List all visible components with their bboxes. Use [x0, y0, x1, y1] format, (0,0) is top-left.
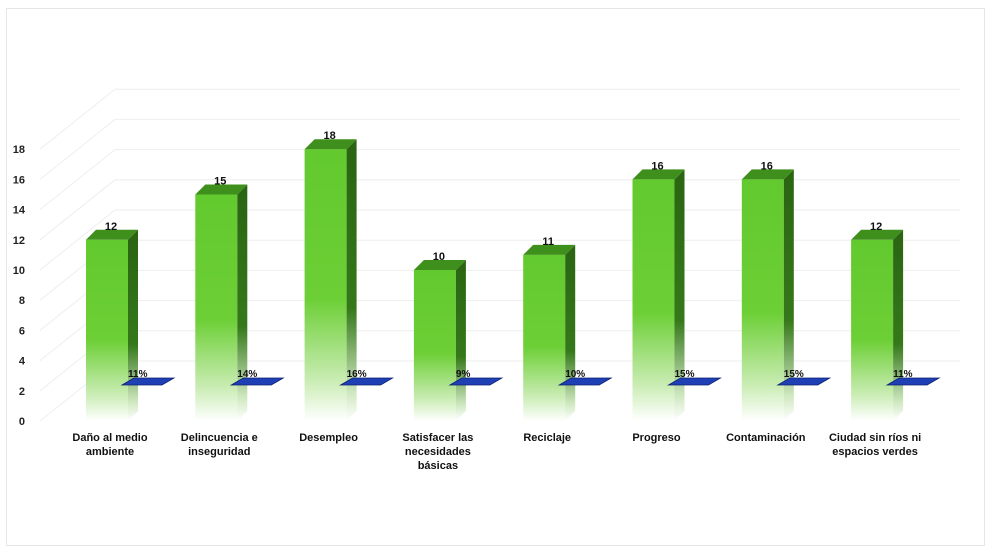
bar-group: 18 16%: [304, 130, 395, 421]
gridline: [39, 118, 960, 180]
bars: 12 11% 15 14% 18 16% 10 9% 11 10% 16 15% 16 15% 12 11%: [86, 130, 941, 421]
bar-group: 12 11%: [851, 221, 941, 421]
percent-label: 16%: [347, 369, 367, 380]
percent-bar: [885, 377, 941, 386]
bar-side: [674, 169, 685, 421]
gridlines: [39, 88, 960, 422]
bar-side: [783, 169, 794, 421]
category-label-line: necesidades: [405, 446, 471, 458]
category-label: Ciudad sin ríos ni espacios verdes: [829, 432, 921, 458]
y-tick-label: 4: [19, 356, 26, 368]
category-label-line: Satisfacer las: [402, 432, 473, 444]
bar-value-label: 15: [214, 176, 226, 188]
category-label: Reciclaje: [523, 432, 571, 444]
percent-bar: [776, 377, 832, 386]
category-label: Desempleo: [299, 432, 358, 444]
bar: [851, 239, 894, 421]
bar-top: [86, 229, 138, 240]
bar-group: 10 9%: [413, 251, 504, 421]
category-label: Progreso: [632, 432, 681, 444]
percent-bar: [667, 377, 722, 386]
bar-group: 15 14%: [195, 176, 285, 421]
category-label-line: Delincuencia e: [181, 432, 258, 444]
y-tick-label: 18: [13, 144, 25, 156]
percent-label: 15%: [675, 369, 695, 380]
percent-bar: [229, 377, 285, 386]
bar-top: [741, 169, 794, 180]
category-label-line: inseguridad: [188, 446, 250, 458]
category-label-line: ambiente: [86, 446, 134, 458]
category-label-line: Ciudad sin ríos ni: [829, 432, 921, 444]
category-label-line: espacios verdes: [832, 446, 918, 458]
category-label-line: Desempleo: [299, 432, 358, 444]
category-label-line: Reciclaje: [523, 432, 571, 444]
bar-top: [195, 184, 248, 195]
percent-bar: [448, 377, 504, 386]
bar-top: [851, 229, 904, 240]
bar-value-label: 11: [542, 236, 554, 248]
bar-group: 12 11%: [86, 221, 176, 421]
y-tick-label: 6: [19, 325, 25, 337]
bar: [741, 179, 784, 421]
bar-group: 16 15%: [741, 160, 832, 421]
chart-frame: [6, 8, 985, 546]
bar-top: [523, 244, 576, 255]
bar-side: [893, 229, 904, 421]
y-tick-label: 14: [13, 205, 26, 217]
category-label-line: Contaminación: [726, 432, 806, 444]
bar-top: [413, 260, 466, 270]
category-label-line: básicas: [418, 460, 458, 472]
bar-top: [632, 169, 685, 180]
percent-bar: [557, 377, 613, 386]
y-tick-label: 10: [13, 265, 25, 277]
percent-label: 14%: [237, 369, 257, 380]
category-label-line: Progreso: [632, 432, 681, 444]
bar-side: [346, 139, 357, 421]
y-tick-label: 8: [19, 295, 25, 307]
category-label: Daño al medio ambiente: [72, 432, 147, 458]
bar: [632, 179, 675, 421]
bar-value-label: 16: [761, 160, 773, 172]
bar: [195, 194, 238, 421]
category-label: Delincuencia e inseguridad: [181, 432, 258, 458]
percent-label: 9%: [456, 369, 471, 380]
bar-value-label: 18: [323, 130, 335, 142]
gridline: [39, 360, 960, 422]
bar-side: [455, 260, 466, 421]
category-label: Contaminación: [726, 432, 806, 444]
percent-label: 15%: [784, 369, 804, 380]
x-axis-categories: Daño al medio ambiente Delincuencia e inseg…: [72, 432, 921, 472]
y-tick-label: 12: [13, 235, 25, 247]
y-tick-label: 2: [19, 386, 25, 398]
bar-value-label: 16: [651, 160, 663, 172]
y-tick-label: 16: [13, 174, 25, 186]
bar-group: 11 10%: [523, 236, 613, 421]
percent-bar: [120, 377, 176, 386]
bar-group: 16 15%: [632, 160, 722, 421]
gridline: [39, 88, 960, 150]
bar: [523, 254, 566, 421]
gridline: [39, 149, 960, 210]
category-label-line: Daño al medio: [72, 432, 147, 444]
bar: [86, 239, 128, 421]
y-axis-ticks: 0 2 4 6 8 10 12 14 16 18: [13, 144, 26, 428]
bar: [413, 270, 456, 421]
percent-bar: [339, 377, 395, 386]
y-tick-label: 0: [19, 416, 25, 428]
percent-label: 10%: [565, 369, 585, 380]
percent-label: 11%: [128, 369, 148, 380]
bar-side: [565, 244, 576, 421]
bar-value-label: 12: [870, 221, 882, 233]
bar-value-label: 10: [433, 251, 445, 263]
percent-label: 11%: [893, 369, 913, 380]
bar-top: [304, 139, 357, 150]
bar-side: [237, 184, 248, 421]
bar: [304, 149, 347, 421]
bar-value-label: 12: [105, 221, 117, 233]
bar-side: [128, 229, 138, 421]
category-label: Satisfacer las necesidades básicas: [402, 432, 473, 472]
